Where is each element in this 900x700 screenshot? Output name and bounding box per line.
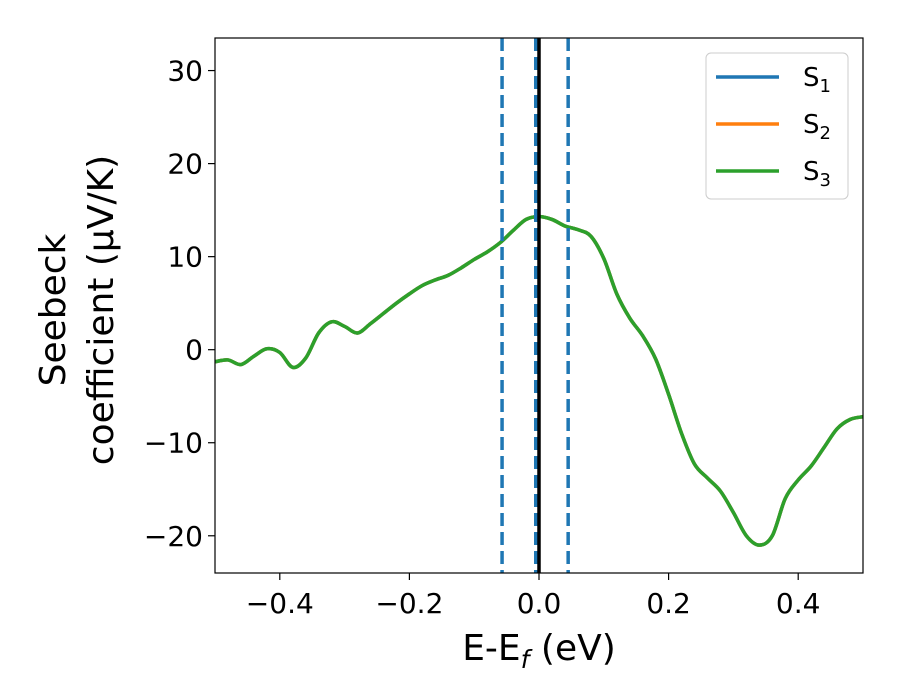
legend: S1 S2 S3: [705, 52, 849, 200]
x-tick-label: −0.2: [375, 587, 443, 620]
x-tick-label: −0.4: [246, 587, 314, 620]
x-tick-label: 0.0: [517, 587, 562, 620]
x-tick-label: 0.4: [776, 587, 821, 620]
y-tick-label: 30: [167, 55, 203, 88]
x-axis-label: E-Ef (eV): [462, 628, 616, 674]
legend-label-S2: S2: [803, 110, 831, 144]
y-tick-label: 10: [167, 241, 203, 274]
y-axis-label-line1: Seebeck: [33, 233, 74, 386]
legend-label-S1: S1: [803, 63, 831, 97]
x-tick-label: 0.2: [646, 587, 691, 620]
y-tick-label: −20: [144, 520, 203, 553]
y-tick-label: 20: [167, 148, 203, 181]
y-tick-label: −10: [144, 427, 203, 460]
legend-box: [705, 52, 849, 200]
x-axis-ticks: −0.4 −0.2 0.0 0.2 0.4: [246, 573, 821, 620]
y-axis-label-line2: coefficient (μV/K): [81, 155, 122, 465]
y-axis-ticks: 30 20 10 0 −10 −20: [144, 55, 215, 553]
legend-label-S3: S3: [803, 157, 831, 191]
reference-lines: [500, 38, 570, 573]
y-axis-label: Seebeck coefficient (μV/K): [33, 155, 122, 465]
legend-items: S1 S2 S3: [716, 63, 831, 191]
y-tick-label: 0: [185, 334, 203, 367]
